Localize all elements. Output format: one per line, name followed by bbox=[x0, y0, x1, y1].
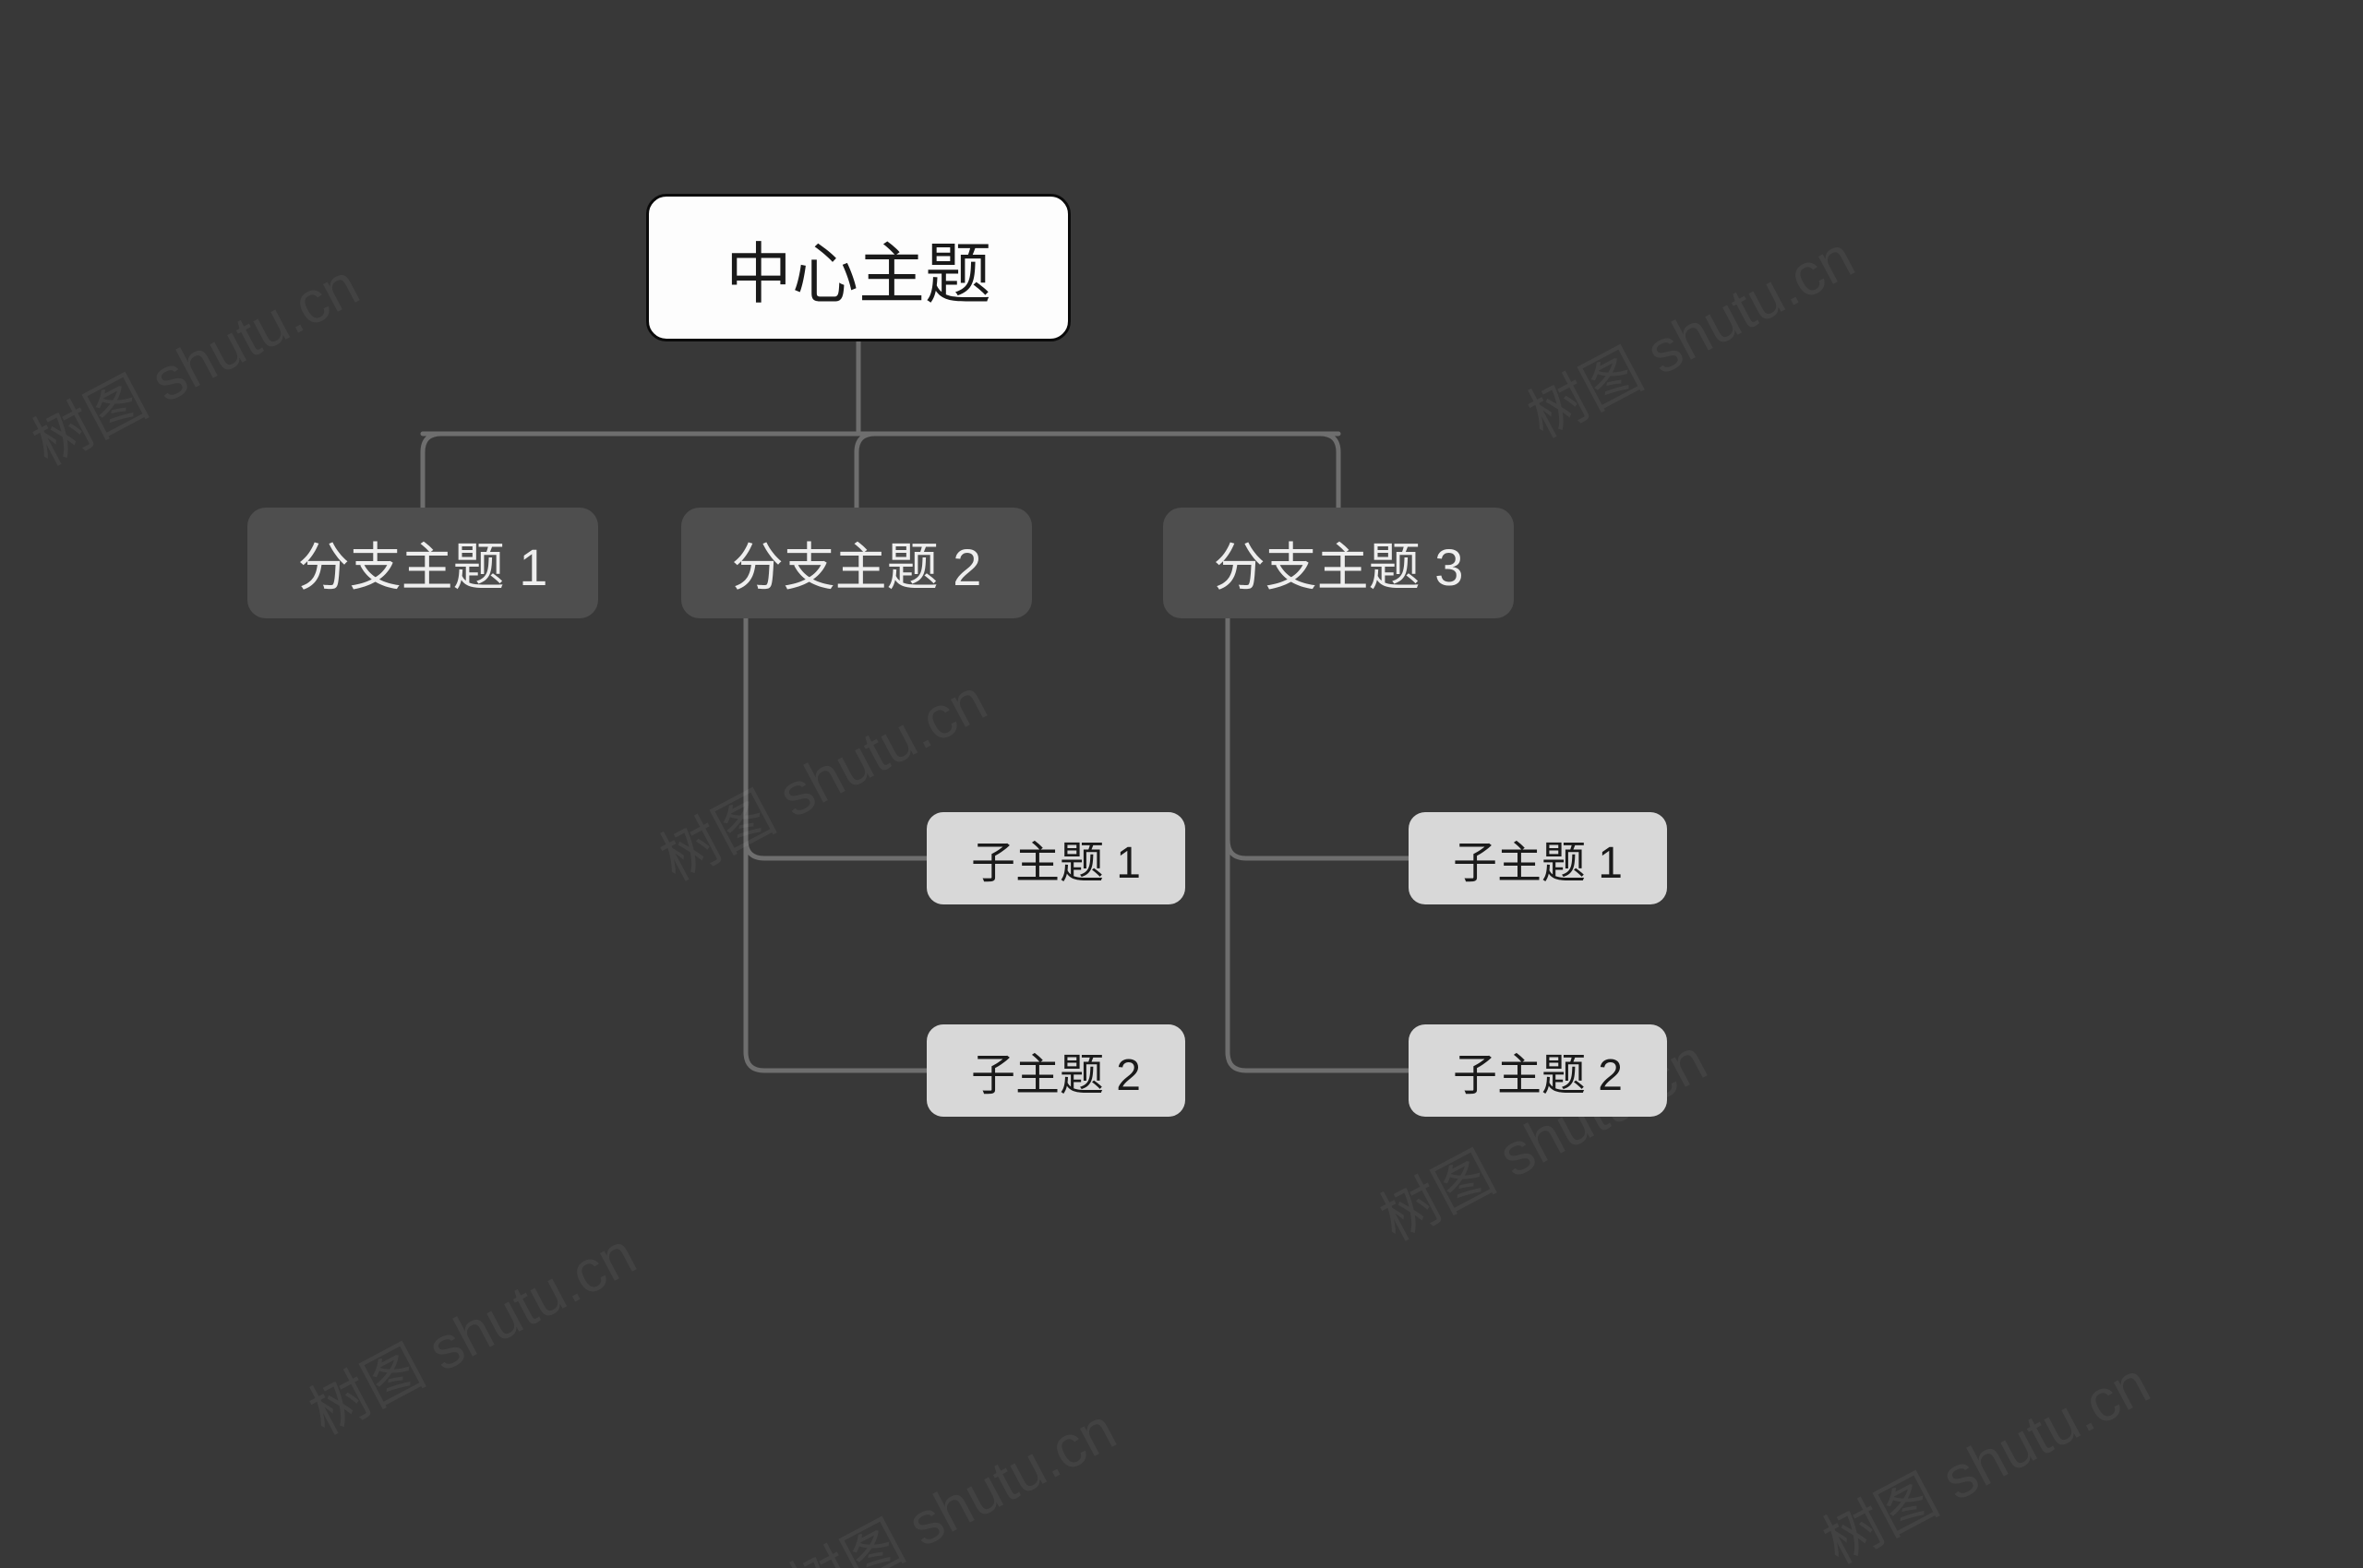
node-b2[interactable]: 分支主题 2 bbox=[681, 508, 1032, 618]
node-label: 子主题 1 bbox=[971, 826, 1141, 891]
node-b1[interactable]: 分支主题 1 bbox=[247, 508, 598, 618]
edge bbox=[1228, 618, 1409, 1071]
edge bbox=[857, 434, 875, 508]
node-label: 中心主题 bbox=[726, 220, 991, 317]
watermark: 树图 shutu.cn bbox=[1511, 211, 1867, 454]
edge-layer bbox=[0, 0, 2363, 1568]
node-root[interactable]: 中心主题 bbox=[646, 194, 1071, 341]
edge bbox=[1228, 618, 1409, 858]
node-label: 分支主题 1 bbox=[298, 526, 548, 601]
node-b2c1[interactable]: 子主题 1 bbox=[927, 812, 1185, 904]
node-label: 分支主题 3 bbox=[1214, 526, 1464, 601]
node-label: 子主题 1 bbox=[1453, 826, 1623, 891]
watermark: 树图 shutu.cn bbox=[16, 239, 372, 482]
node-b2c2[interactable]: 子主题 2 bbox=[927, 1024, 1185, 1117]
watermark: 树图 shutu.cn bbox=[1806, 1337, 2163, 1568]
edge bbox=[746, 618, 927, 1071]
node-b3c2[interactable]: 子主题 2 bbox=[1409, 1024, 1667, 1117]
watermark: 树图 shutu.cn bbox=[773, 1383, 1129, 1568]
watermark: 树图 shutu.cn bbox=[293, 1208, 649, 1451]
node-label: 子主题 2 bbox=[1453, 1038, 1623, 1103]
node-label: 分支主题 2 bbox=[732, 526, 982, 601]
edge bbox=[858, 434, 1338, 508]
node-b3[interactable]: 分支主题 3 bbox=[1163, 508, 1514, 618]
edge bbox=[423, 434, 858, 508]
node-label: 子主题 2 bbox=[971, 1038, 1141, 1103]
node-b3c1[interactable]: 子主题 1 bbox=[1409, 812, 1667, 904]
mindmap-canvas: 树图 shutu.cn 树图 shutu.cn 树图 shutu.cn 树图 shut… bbox=[0, 0, 2363, 1568]
edge bbox=[746, 618, 927, 858]
